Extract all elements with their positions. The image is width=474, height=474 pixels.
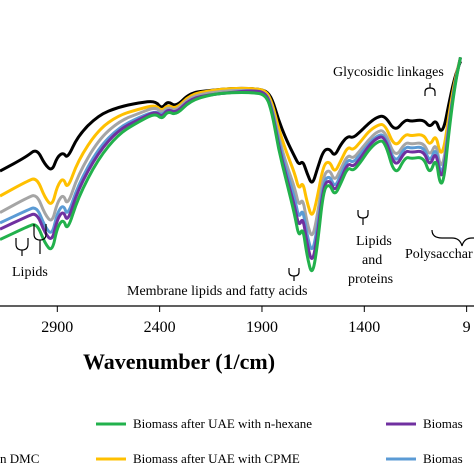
series-line-2 bbox=[0, 56, 462, 237]
glycosidic-bracket bbox=[424, 83, 436, 96]
annotation-lipids-proteins-2: and bbox=[362, 253, 382, 268]
annotation-brackets bbox=[15, 83, 474, 281]
lipid-protein-bracket bbox=[357, 210, 369, 225]
annotation-membrane: Membrane lipids and fatty acids bbox=[127, 284, 307, 299]
polysaccharide-bracket bbox=[431, 229, 474, 247]
series-line-0 bbox=[0, 60, 462, 184]
legend-label-cpme: Biomass after UAE with CPME bbox=[133, 451, 300, 466]
x-tick-label-3: 1400 bbox=[348, 319, 380, 336]
annotation-lipids-proteins-1: Lipids bbox=[356, 234, 392, 249]
series-line-5 bbox=[0, 57, 462, 273]
lipids-bracket-1 bbox=[15, 238, 29, 256]
x-tick-label-1: 2400 bbox=[144, 319, 176, 336]
legend-label-hexane: Biomass after UAE with n-hexane bbox=[133, 416, 312, 431]
series-line-3 bbox=[0, 56, 462, 251]
legend-label-dmc: n DMC bbox=[0, 451, 39, 466]
annotation-lipids: Lipids bbox=[12, 265, 48, 280]
x-tick-label-4: 9 bbox=[463, 319, 471, 336]
membrane-bracket bbox=[288, 268, 300, 281]
annotation-glycosidic: Glycosidic linkages bbox=[333, 65, 444, 80]
x-ticks: 2900 2400 1900 1400 9 bbox=[41, 306, 471, 336]
x-tick-label-2: 1900 bbox=[246, 319, 278, 336]
annotation-polysaccharides: Polysacchar bbox=[405, 247, 473, 262]
legend-label-purple: Biomas bbox=[423, 416, 463, 431]
annotation-lipids-proteins-3: proteins bbox=[348, 272, 393, 287]
lipids-bracket-2 bbox=[33, 224, 47, 254]
spectra-lines bbox=[0, 56, 462, 273]
x-axis-label: Wavenumber (1/cm) bbox=[83, 349, 275, 374]
series-line-1 bbox=[0, 56, 462, 216]
legend: Biomass after UAE with n-hexane Biomas n… bbox=[0, 416, 463, 466]
x-tick-label-0: 2900 bbox=[41, 319, 73, 336]
legend-label-blue: Biomas bbox=[423, 451, 463, 466]
series-line-4 bbox=[0, 56, 462, 260]
